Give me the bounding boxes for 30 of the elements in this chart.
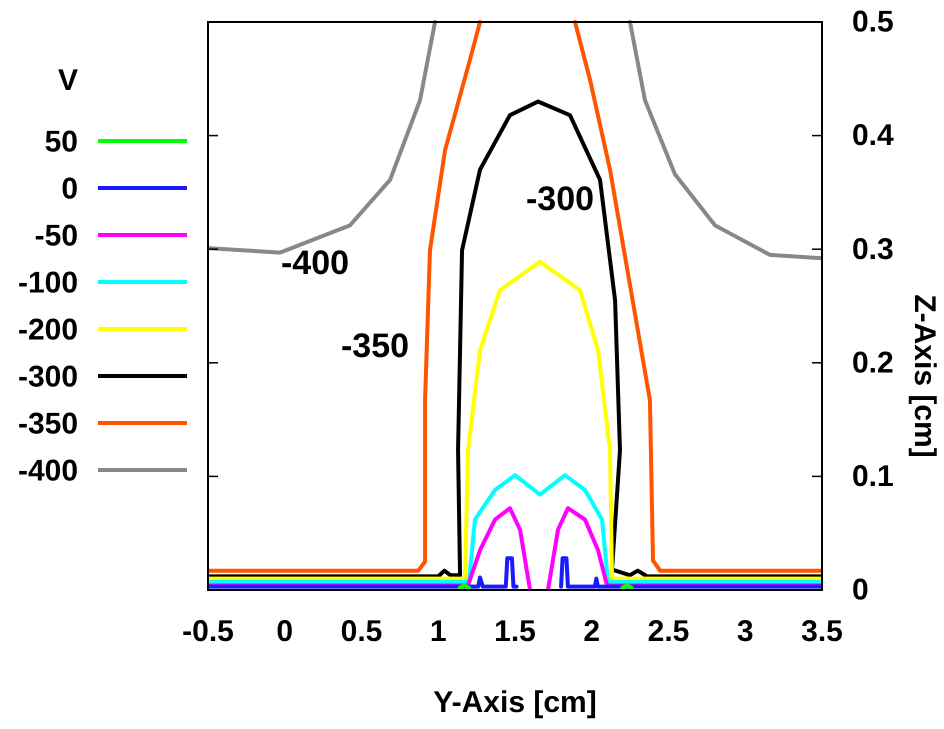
annotation: -350	[340, 326, 410, 365]
x-tick-label: 1	[430, 615, 447, 648]
legend-label: -300	[18, 360, 78, 394]
y-tick-label: 0.4	[852, 119, 894, 152]
x-tick-label: 3.5	[801, 615, 843, 648]
legend-title: V	[58, 64, 78, 97]
legend-label: -350	[18, 408, 78, 440]
x-tick-label: 0.5	[340, 615, 382, 648]
x-tick-label: -0.5	[182, 615, 234, 648]
x-tick-label: 3	[736, 615, 754, 648]
x-tick-label: 1.5	[494, 615, 536, 648]
x-tick-label: 2	[583, 615, 600, 648]
legend-label: -200	[18, 314, 78, 346]
y-tick-label: 0.2	[852, 346, 894, 380]
legend-label: 0	[61, 172, 78, 206]
x-tick-label: 2.5	[648, 615, 690, 648]
y-tick-label: 0.5	[852, 6, 894, 39]
x-axis-title: Y-Axis [cm]	[433, 686, 597, 719]
legend-label: -100	[18, 266, 78, 300]
y-tick-label: 0.1	[852, 460, 894, 493]
line-series	[208, 473, 822, 584]
legend-label: 50	[44, 126, 78, 158]
y-axis-title: Z-Axis [cm]	[908, 294, 941, 458]
annotation: -400	[280, 244, 350, 282]
y-tick-label: 0.3	[852, 232, 894, 266]
x-tick-label: 0	[276, 615, 294, 648]
legend-label: -400	[18, 454, 78, 488]
y-tick-label: 0	[852, 574, 869, 607]
legend-label: -50	[34, 220, 78, 252]
annotation: -300	[526, 180, 594, 218]
